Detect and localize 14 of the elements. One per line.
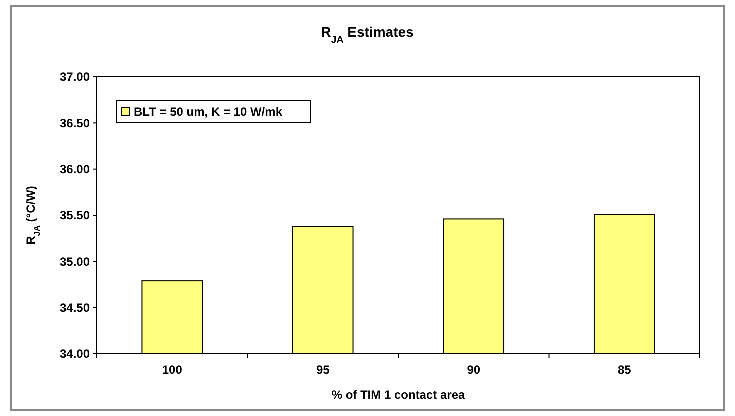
y-tick-label: 36.00 (60, 162, 90, 177)
x-tick-label: 95 (316, 363, 330, 377)
y-tick-label: 34.50 (60, 301, 90, 316)
y-tick-label: 34.00 (60, 347, 90, 362)
x-tick-label: 100 (162, 363, 183, 377)
x-axis-title: % of TIM 1 contact area (332, 388, 466, 402)
x-tick-label: 85 (618, 363, 632, 377)
y-tick-label: 35.50 (60, 208, 90, 223)
y-tick-label: 36.50 (60, 116, 90, 130)
x-tick-label: 90 (467, 363, 481, 377)
legend-label: BLT = 50 um, K = 10 W/mk (134, 105, 283, 119)
y-tick-label: 35.00 (60, 254, 90, 269)
chart-title: R$_{JA}$ Estimates (321, 24, 414, 46)
y-tick-label: 37.00 (60, 70, 90, 84)
